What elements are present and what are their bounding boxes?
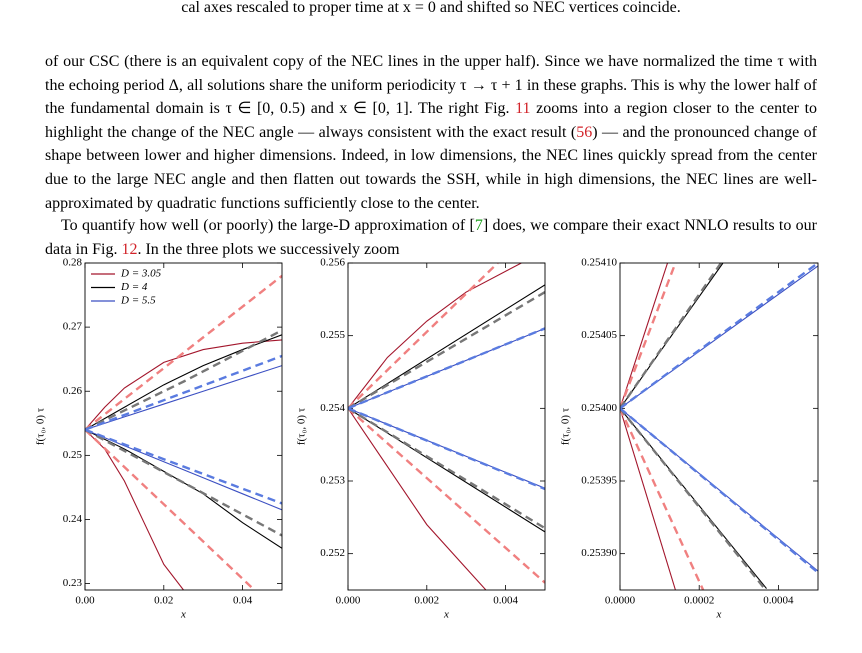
data-line	[620, 407, 767, 589]
y-tick-label: 0.25	[63, 449, 83, 461]
paragraph: To quantify how well (or poorly) the lar…	[45, 214, 817, 261]
caption-fragment: cal axes rescaled to proper time at x = …	[181, 0, 681, 16]
data-line	[348, 408, 487, 590]
y-tick-label: 0.25405	[581, 329, 617, 341]
text: To quantify how well (or poorly) the lar…	[61, 217, 475, 234]
x-axis-label: x	[180, 609, 186, 621]
x-axis-label: x	[443, 609, 449, 621]
data-line	[85, 429, 282, 549]
y-tick-label: 0.255	[320, 329, 345, 341]
data-line	[620, 408, 676, 590]
data-line	[85, 429, 282, 511]
data-line	[348, 263, 522, 409]
y-tick-label: 0.23	[63, 577, 83, 589]
data-line	[348, 407, 545, 584]
data-line	[348, 407, 545, 533]
y-tick-label: 0.25390	[581, 547, 617, 559]
y-tick-label: 0.28	[63, 257, 83, 269]
plot-frame	[347, 262, 546, 591]
chart: 0.25390 0.25395 0.25400 0.25405 0.25410 0.000…	[560, 257, 819, 621]
x-tick-label: 0.004	[493, 595, 518, 607]
chart: 0.252 0.253 0.254 0.255 0.256 0.000 0.002 0.004…	[296, 257, 546, 621]
data-line	[348, 327, 545, 410]
legend-label: D = 5.5	[120, 295, 156, 307]
data-line	[348, 263, 499, 410]
data-line	[85, 354, 282, 431]
x-tick-label: 0.02	[154, 595, 173, 607]
legend-label: D = 4	[120, 281, 148, 293]
plot-frame	[84, 262, 283, 591]
y-tick-label: 0.27	[63, 321, 83, 333]
data-line	[620, 407, 818, 574]
text: zooms into a region closer to the center…	[45, 100, 818, 141]
data-line	[620, 263, 669, 409]
data-line	[620, 407, 818, 572]
x-tick-label: 0.0002	[684, 595, 714, 607]
x-tick-label: 0.002	[414, 595, 439, 607]
series-group	[348, 263, 545, 590]
y-axis-label: f(τ₀, 0) τ	[35, 407, 47, 445]
figure-link[interactable]: 11	[515, 100, 531, 118]
text: of our CSC (there is an equivalent copy …	[45, 53, 817, 118]
text: . In the three plots we successively zoo…	[137, 240, 400, 258]
series-group	[85, 274, 282, 590]
x-axis-label: x	[716, 609, 722, 621]
y-axis-label: f(τ₀, 0) τ	[296, 407, 308, 445]
data-line	[85, 274, 282, 431]
x-tick-label: 0.00	[75, 595, 95, 607]
x-tick-label: 0.04	[233, 595, 253, 607]
x-tick-label: 0.0000	[605, 595, 636, 607]
equation-link[interactable]: 56	[576, 123, 593, 141]
legend-label: D = 3.05	[120, 268, 162, 280]
series-group	[620, 263, 818, 590]
data-line	[620, 263, 722, 410]
y-tick-label: 0.26	[63, 385, 83, 397]
y-axis-label: f(τ₀, 0) τ	[560, 407, 572, 445]
data-line	[620, 407, 705, 590]
figure-link[interactable]: 12	[121, 240, 138, 258]
text: ) — and the pronounced change of shape b…	[45, 123, 818, 212]
x-tick-label: 0.000	[336, 595, 361, 607]
data-line	[85, 365, 282, 431]
paragraph: of our CSC (there is an equivalent copy …	[45, 50, 817, 215]
chart: 0.23 0.24 0.25 0.26 0.27 0.28 0.00 0.02 0.04 x f(τ…	[35, 257, 283, 621]
y-tick-label: 0.25410	[581, 257, 617, 269]
data-line	[348, 407, 545, 491]
data-line	[85, 428, 256, 590]
data-line	[620, 263, 818, 410]
data-line	[85, 339, 282, 431]
text: ] does, we compare their exact NNLO resu…	[45, 217, 818, 258]
data-line	[85, 429, 184, 590]
plot-frame	[619, 262, 819, 591]
data-line	[85, 428, 282, 537]
y-tick-label: 0.253	[320, 475, 345, 487]
citation-link[interactable]: 7	[474, 217, 483, 234]
data-line	[348, 284, 545, 409]
y-tick-label: 0.256	[320, 257, 345, 269]
data-line	[348, 291, 545, 410]
x-tick-label: 0.0004	[763, 595, 794, 607]
y-tick-label: 0.254	[320, 402, 345, 414]
y-tick-label: 0.25400	[581, 402, 617, 414]
y-tick-label: 0.24	[63, 513, 83, 525]
data-line	[85, 329, 282, 431]
data-line	[85, 428, 282, 505]
data-line	[620, 263, 677, 409]
y-tick-label: 0.25395	[581, 475, 617, 487]
y-tick-label: 0.252	[320, 547, 345, 559]
